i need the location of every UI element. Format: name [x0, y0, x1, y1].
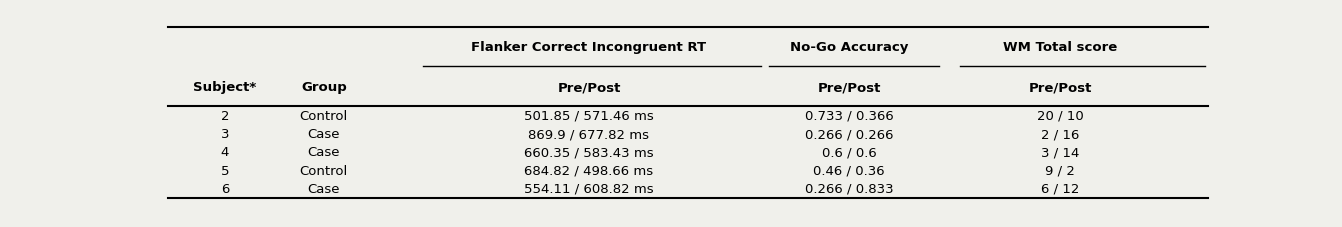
Text: Control: Control: [299, 109, 348, 122]
Text: No-Go Accuracy: No-Go Accuracy: [790, 41, 909, 54]
Text: 501.85 / 571.46 ms: 501.85 / 571.46 ms: [525, 109, 654, 122]
Text: WM Total score: WM Total score: [1002, 41, 1118, 54]
Text: 6: 6: [221, 182, 229, 195]
Text: Case: Case: [307, 146, 340, 159]
Text: Group: Group: [301, 81, 346, 94]
Text: Pre/Post: Pre/Post: [557, 81, 620, 94]
Text: 0.266 / 0.833: 0.266 / 0.833: [805, 182, 894, 195]
Text: 3 / 14: 3 / 14: [1041, 146, 1079, 159]
Text: 4: 4: [221, 146, 229, 159]
Text: 869.9 / 677.82 ms: 869.9 / 677.82 ms: [529, 128, 650, 141]
Text: 3: 3: [220, 128, 229, 141]
Text: 6 / 12: 6 / 12: [1041, 182, 1079, 195]
Text: 5: 5: [220, 164, 229, 177]
Text: Subject*: Subject*: [193, 81, 256, 94]
Text: Control: Control: [299, 164, 348, 177]
Text: Pre/Post: Pre/Post: [1028, 81, 1092, 94]
Text: 660.35 / 583.43 ms: 660.35 / 583.43 ms: [525, 146, 654, 159]
Text: 554.11 / 608.82 ms: 554.11 / 608.82 ms: [525, 182, 654, 195]
Text: 2 / 16: 2 / 16: [1041, 128, 1079, 141]
Text: 20 / 10: 20 / 10: [1037, 109, 1083, 122]
Text: 684.82 / 498.66 ms: 684.82 / 498.66 ms: [525, 164, 654, 177]
Text: 0.733 / 0.366: 0.733 / 0.366: [805, 109, 894, 122]
Text: 0.266 / 0.266: 0.266 / 0.266: [805, 128, 894, 141]
Text: 2: 2: [220, 109, 229, 122]
Text: Case: Case: [307, 182, 340, 195]
Text: 9 / 2: 9 / 2: [1045, 164, 1075, 177]
Text: Flanker Correct Incongruent RT: Flanker Correct Incongruent RT: [471, 41, 706, 54]
Text: 0.6 / 0.6: 0.6 / 0.6: [821, 146, 876, 159]
Text: Case: Case: [307, 128, 340, 141]
Text: Pre/Post: Pre/Post: [817, 81, 880, 94]
Text: 0.46 / 0.36: 0.46 / 0.36: [813, 164, 884, 177]
